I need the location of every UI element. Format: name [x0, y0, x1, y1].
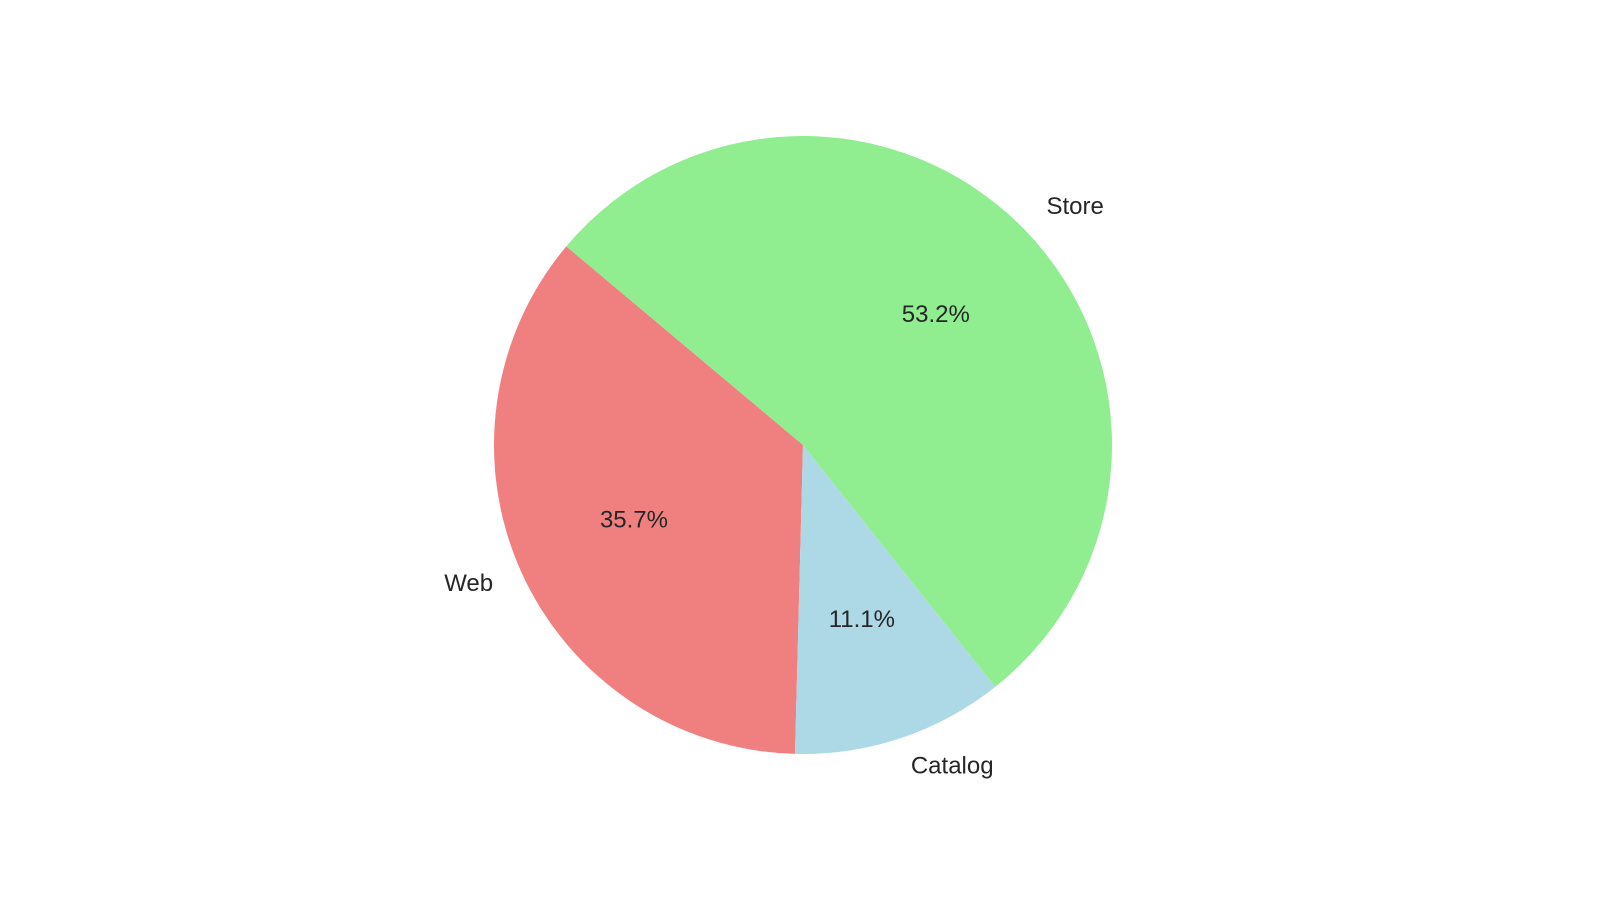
slice-percent-catalog: 11.1%: [829, 606, 895, 633]
pie-slice-store: [566, 136, 1113, 687]
slice-label-catalog: Catalog: [911, 753, 994, 780]
pie-slice-web: [494, 246, 803, 754]
slice-label-store: Store: [1047, 193, 1104, 220]
pie-slices: [494, 136, 1113, 754]
slice-percent-store: 53.2%: [902, 301, 970, 328]
slice-label-web: Web: [444, 570, 493, 597]
pie-slice-catalog: [795, 445, 996, 754]
pie-labels: Web 35.7% Catalog 11.1% Store 53.2%: [444, 193, 1104, 779]
slice-percent-web: 35.7%: [600, 507, 668, 534]
